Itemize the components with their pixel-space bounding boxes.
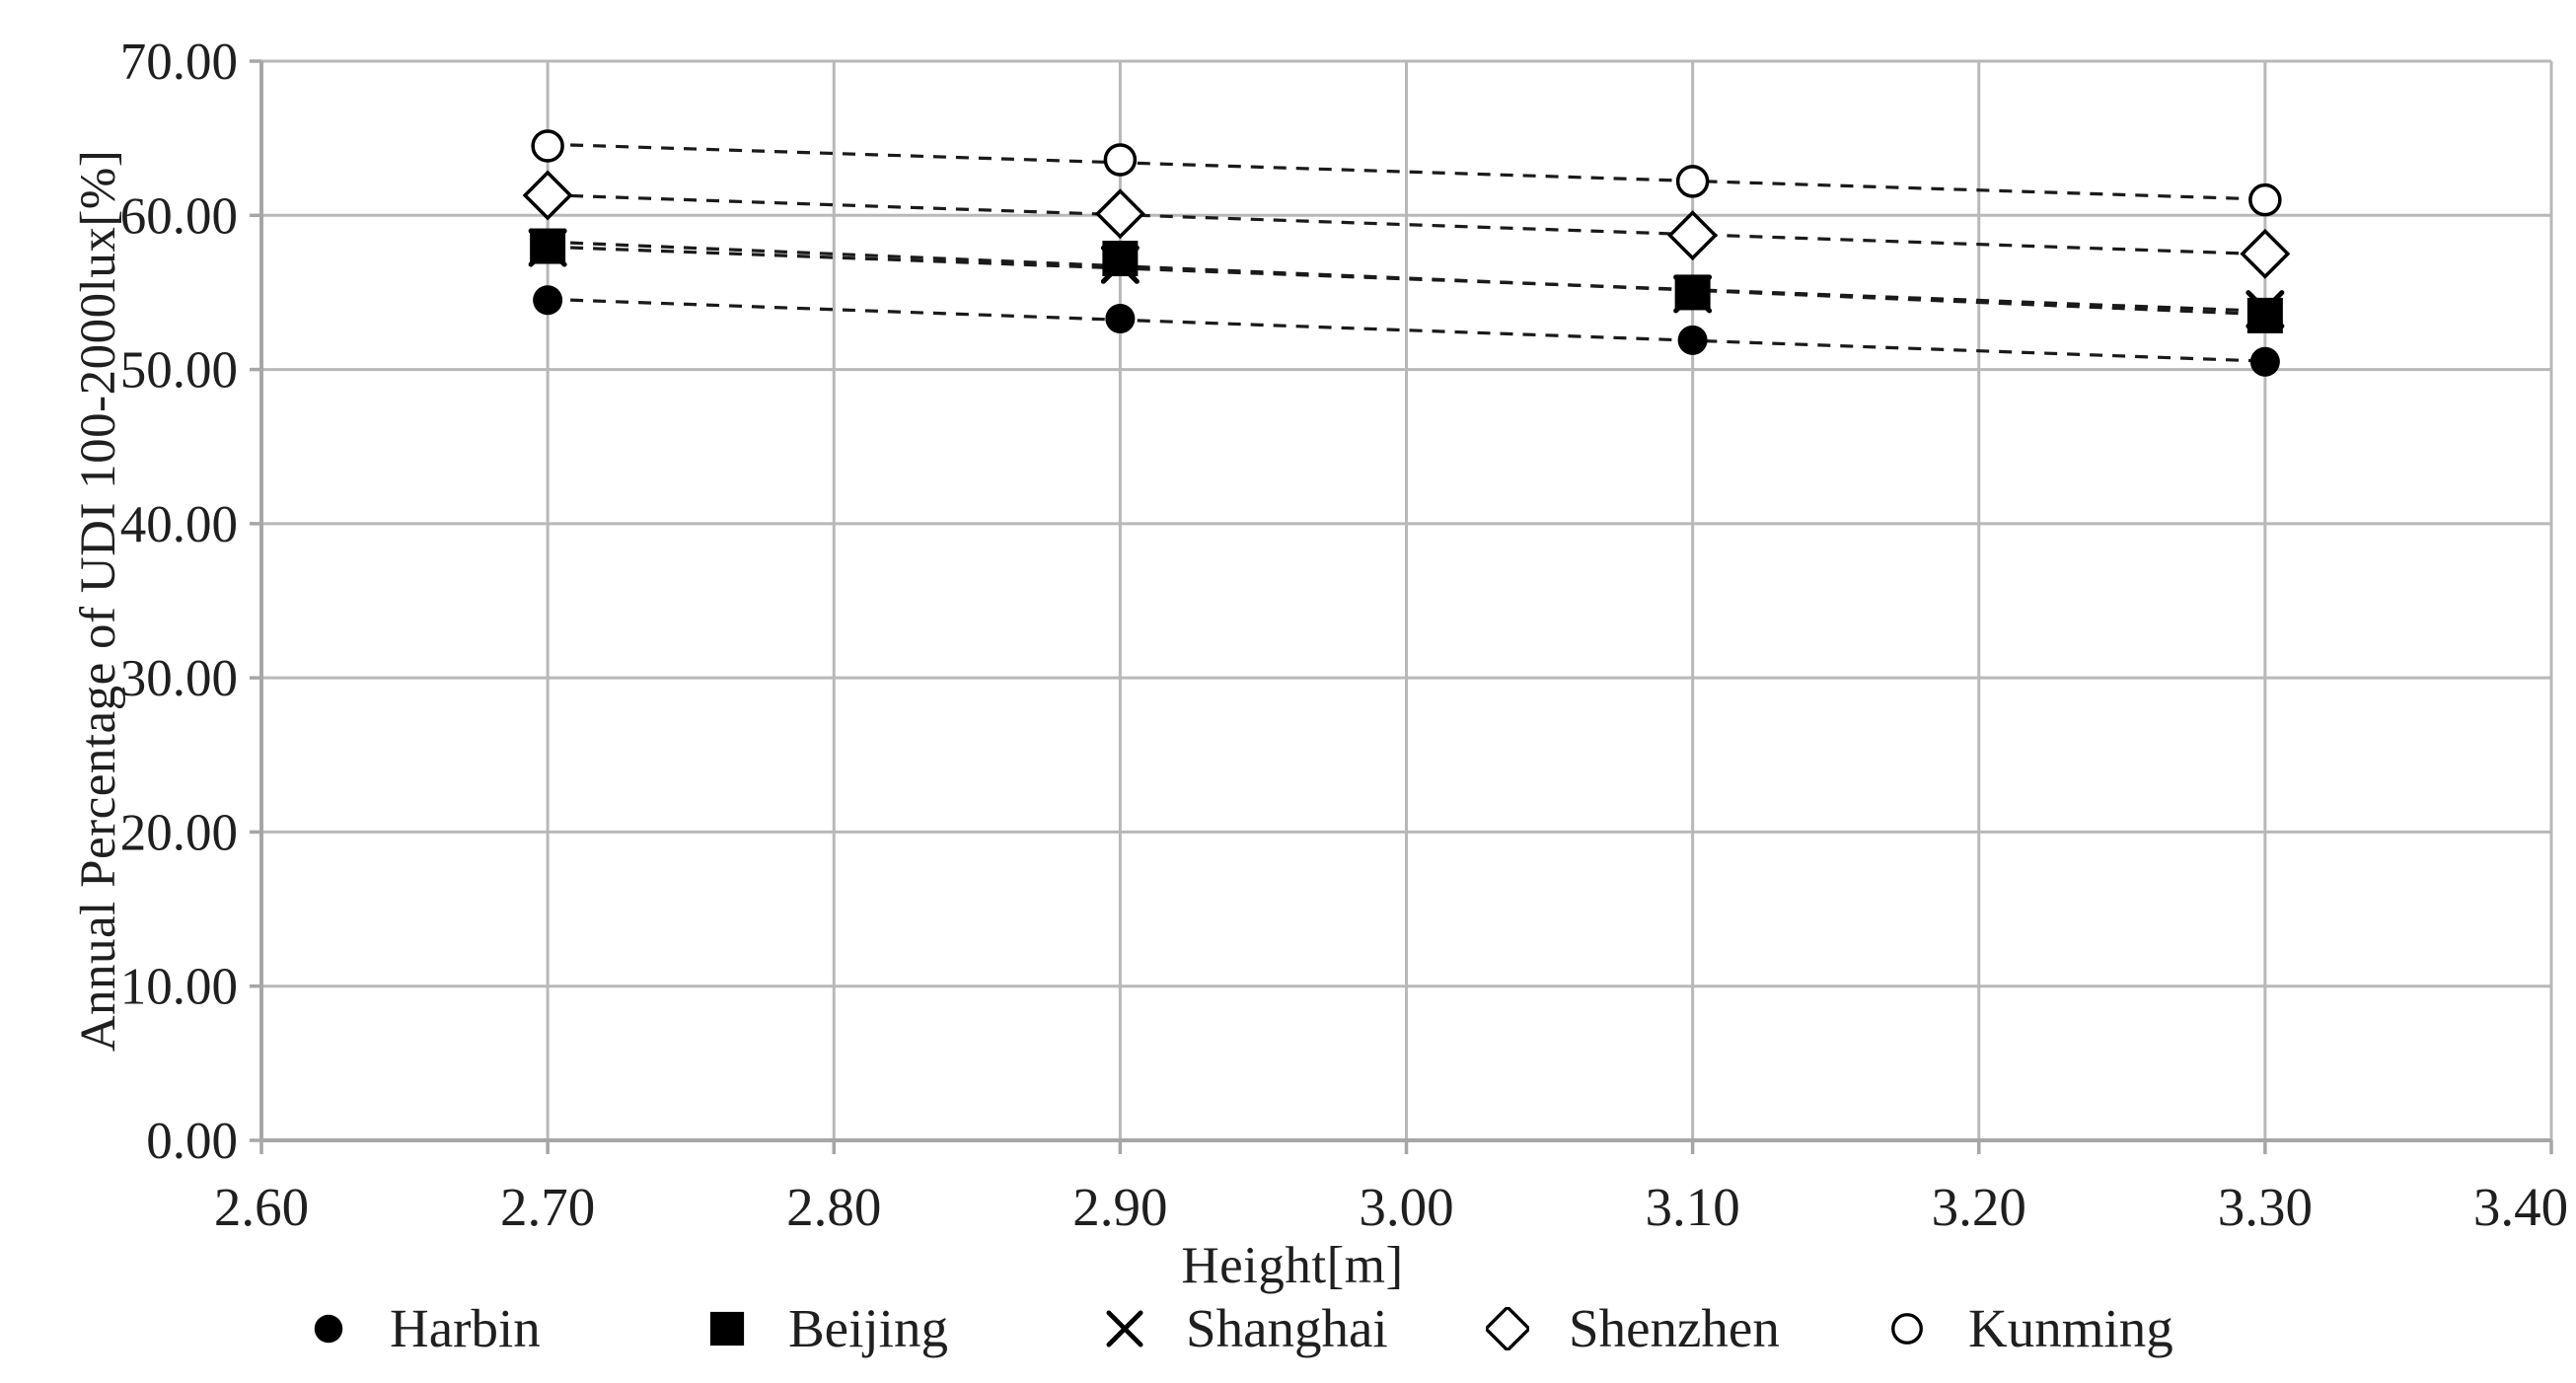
legend-item-kunming: Kunming: [1885, 1294, 2173, 1363]
trendline-harbin: [548, 297, 2265, 363]
x-tick-label: 2.70: [500, 1177, 595, 1237]
trendline-beijing: [548, 240, 2265, 317]
data-point-shenzhen-3.10: [1667, 210, 1719, 261]
data-point-kunming-2.90: [1103, 143, 1138, 177]
y-tick-label: 0.00: [146, 1113, 238, 1170]
legend-label-kunming: Kunming: [1968, 1298, 2173, 1358]
legend-label-shenzhen: Shenzhen: [1569, 1298, 1780, 1358]
x-tick-label: 2.80: [786, 1177, 881, 1237]
trendline-shenzhen: [548, 193, 2265, 256]
data-point-shenzhen-3.30: [2240, 228, 2291, 279]
x-tick-label: 2.60: [214, 1177, 309, 1237]
beijing-marker-icon: [709, 1311, 745, 1347]
x-tick-label: 3.10: [1646, 1177, 1740, 1237]
y-tick-label: 60.00: [120, 187, 238, 245]
data-point-shenzhen-2.90: [1094, 188, 1145, 240]
shanghai-marker-icon: [1106, 1310, 1143, 1347]
legend-item-shenzhen: Shenzhen: [1486, 1294, 1780, 1363]
harbin-marker-icon: [314, 1314, 343, 1344]
shenzhen-marker-icon: [1486, 1307, 1529, 1350]
data-point-beijing-2.90: [1102, 241, 1139, 277]
legend: Harbin Beijing Shanghai Shenzhen Kunming: [0, 1294, 2576, 1363]
trendline-shanghai: [548, 245, 2265, 313]
y-tick-label: 20.00: [120, 804, 238, 861]
legend-label-shanghai: Shanghai: [1186, 1298, 1388, 1358]
trendline-kunming: [548, 142, 2265, 201]
legend-label-beijing: Beijing: [788, 1298, 948, 1358]
data-point-shenzhen-2.70: [522, 170, 573, 221]
data-point-beijing-3.10: [1674, 274, 1711, 311]
y-tick-label: 70.00: [120, 34, 238, 91]
legend-label-harbin: Harbin: [390, 1298, 541, 1358]
data-point-beijing-2.70: [530, 228, 566, 264]
y-axis-title: Annual Percentage of UDI 100-2000lux[%]: [71, 149, 126, 1053]
data-point-beijing-3.30: [2246, 297, 2283, 333]
data-point-harbin-3.10: [1677, 325, 1708, 355]
x-tick-label: 3.40: [2473, 1177, 2568, 1237]
data-point-harbin-3.30: [2249, 346, 2280, 377]
data-point-harbin-2.70: [533, 285, 563, 316]
legend-item-shanghai: Shanghai: [1103, 1294, 1388, 1363]
y-tick-label: 10.00: [120, 959, 238, 1016]
data-point-kunming-3.30: [2248, 182, 2282, 217]
x-axis-title: Height[m]: [1181, 1237, 1404, 1294]
data-point-kunming-3.10: [1675, 165, 1710, 198]
kunming-marker-icon: [1891, 1313, 1923, 1345]
x-tick-label: 3.30: [2218, 1177, 2313, 1237]
legend-item-harbin: Harbin: [307, 1294, 541, 1363]
legend-item-beijing: Beijing: [705, 1294, 948, 1363]
x-tick-label: 3.00: [1359, 1177, 1453, 1237]
x-tick-label: 3.20: [1932, 1177, 2026, 1237]
data-point-kunming-2.70: [531, 129, 564, 163]
y-tick-label: 30.00: [120, 650, 238, 707]
x-tick-label: 2.90: [1072, 1177, 1167, 1237]
y-tick-label: 40.00: [120, 496, 238, 553]
data-point-harbin-2.90: [1105, 303, 1136, 333]
y-tick-label: 50.00: [120, 342, 238, 400]
